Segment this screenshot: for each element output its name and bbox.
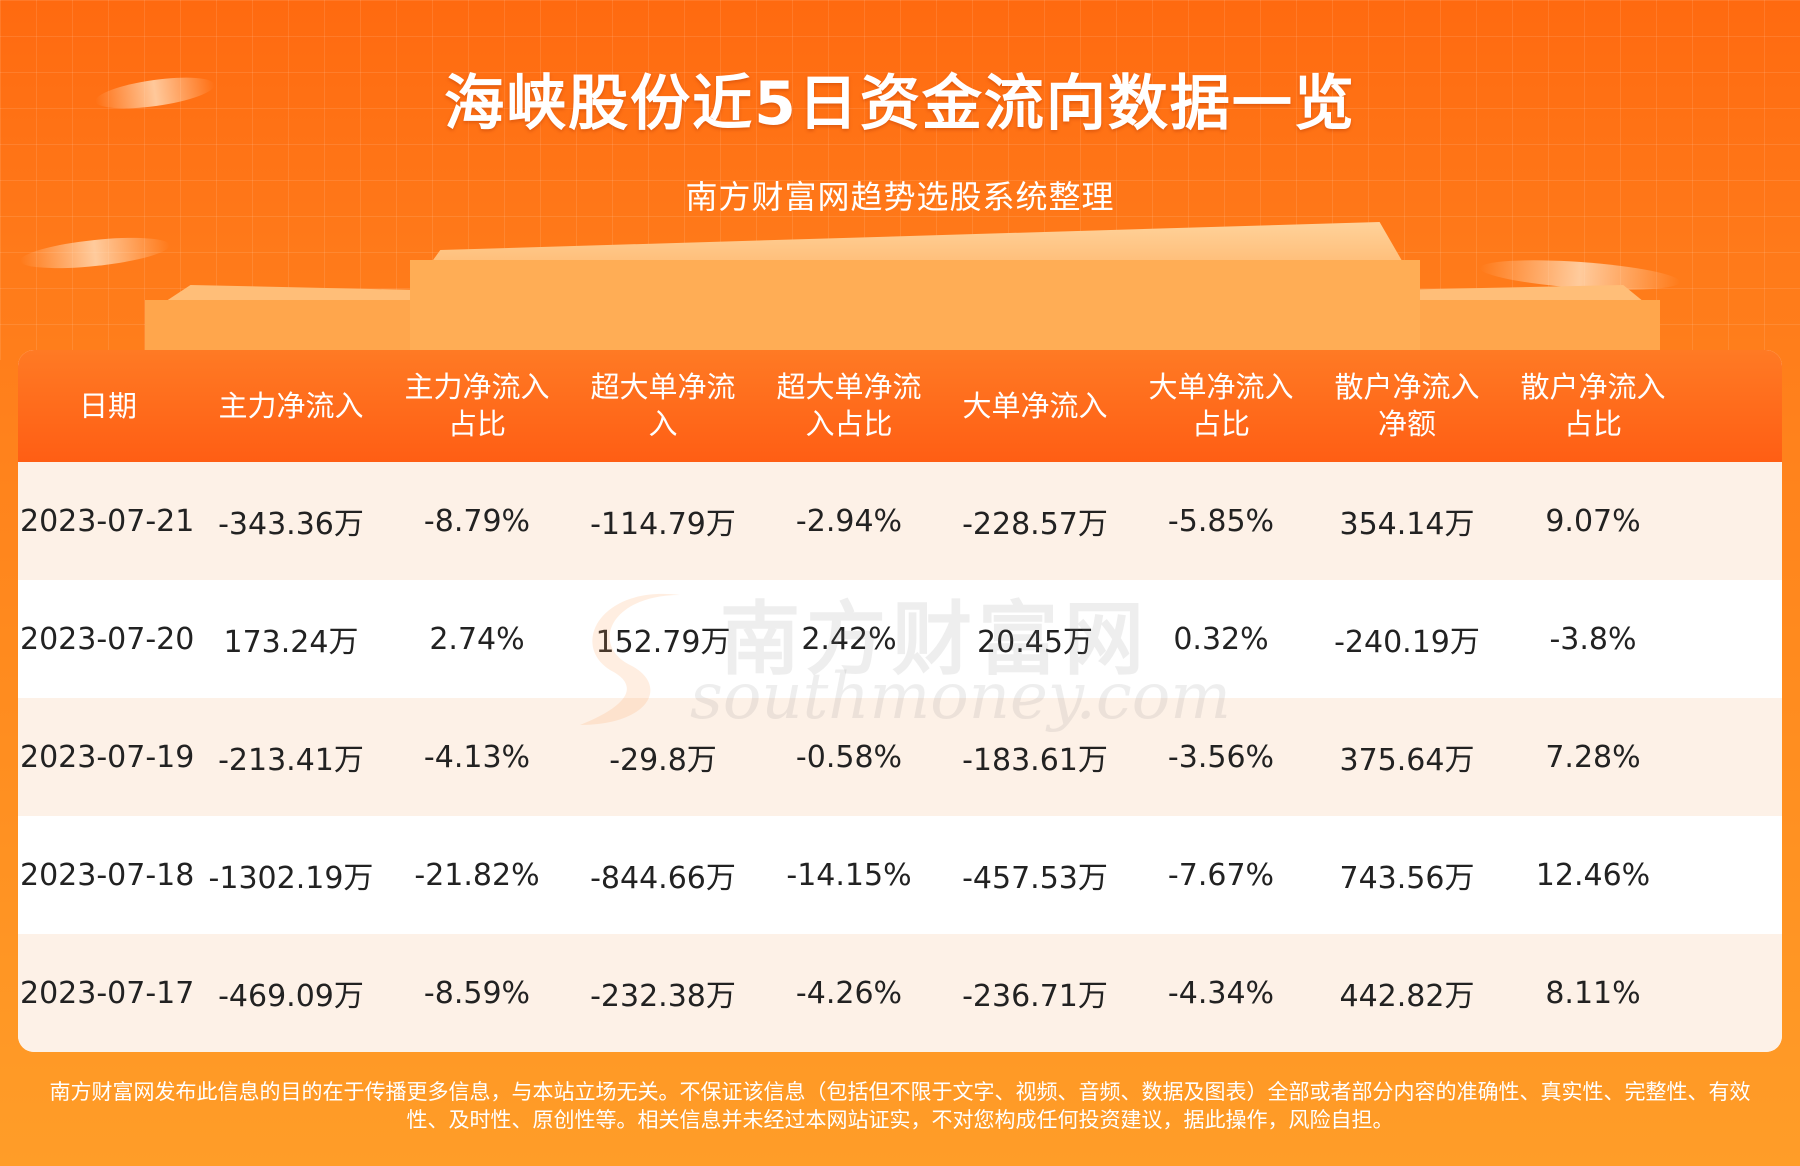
table-cell: -114.79万 (590, 507, 736, 542)
table-cell: 2.74% (429, 621, 525, 657)
table-cell: -457.53万 (962, 861, 1108, 896)
column-header: 散户净流入 占比 (1500, 350, 1686, 462)
table-cell: 8.11% (1545, 975, 1641, 1011)
table-cell: 20.45万 (977, 625, 1093, 660)
table-cell: 12.46% (1535, 857, 1651, 893)
table-row: 2023-07-20 173.24万 2.74% 152.79万 2.42% 20.45万… (18, 580, 1782, 698)
table-cell: -4.26% (795, 975, 903, 1011)
column-header: 主力净流入 占比 (384, 350, 570, 462)
table-cell: -1302.19万 (208, 861, 374, 896)
table-cell: -240.19万 (1334, 625, 1480, 660)
table-cell: 0.32% (1173, 621, 1269, 657)
table-cell: -4.34% (1167, 975, 1275, 1011)
column-header: 超大单净流 入占比 (756, 350, 942, 462)
table-panel: 日期 主力净流入 主力净流入 占比 超大单净流 入超大单净流 入占比 大单净流入 大单净流… (18, 350, 1782, 1052)
disclaimer-line: 性、及时性、原创性等。相关信息并未经过本网站证实，不对您构成任何投资建议，据此操… (406, 1108, 1394, 1132)
column-header: 大单净流入 (942, 350, 1128, 462)
table-row: 2023-07-18 -1302.19万 -21.82% -844.66万 -14.15… (18, 816, 1782, 934)
table-cell: 152.79万 (595, 625, 731, 660)
table-cell: -3.56% (1167, 739, 1275, 775)
date-cell: 2023-07-18 (20, 857, 195, 893)
disclaimer: 南方财富网发布此信息的目的在于传播更多信息，与本站立场无关。不保证该信息（包括但… (0, 1078, 1800, 1134)
table-cell: -7.67% (1167, 857, 1275, 893)
table-cell: 743.56万 (1339, 861, 1475, 896)
table-cell: 7.28% (1545, 739, 1641, 775)
table-row: 2023-07-21 -343.36万 -8.79% -114.79万 -2.94% -2… (18, 462, 1782, 580)
date-cell: 2023-07-19 (20, 739, 195, 775)
table-cell: -4.13% (423, 739, 531, 775)
column-header: 散户净流入 净额 (1314, 350, 1500, 462)
table-row: 2023-07-19 -213.41万 -4.13% -29.8万 -0.58% -183… (18, 698, 1782, 816)
table-cell: -232.38万 (590, 979, 736, 1014)
column-header-label: 大单净流入 占比 (1148, 370, 1294, 441)
table-cell: -8.59% (423, 975, 531, 1011)
column-header-label: 散户净流入 占比 (1520, 370, 1666, 441)
table-cell: -14.15% (786, 857, 912, 893)
column-header-label: 超大单净流 入占比 (776, 370, 922, 441)
column-header: 主力净流入 (198, 350, 384, 462)
table-cell: -21.82% (414, 857, 540, 893)
table-cell: -3.8% (1549, 621, 1637, 657)
table-cell: -29.8万 (609, 743, 717, 778)
table-cell: -8.79% (423, 503, 531, 539)
table-cell: -213.41万 (218, 743, 364, 778)
table-cell: -228.57万 (962, 507, 1108, 542)
date-cell: 2023-07-21 (20, 503, 195, 539)
disclaimer-line: 南方财富网发布此信息的目的在于传播更多信息，与本站立场无关。不保证该信息（包括但… (49, 1080, 1751, 1104)
table-cell: 442.82万 (1339, 979, 1475, 1014)
column-header: 超大单净流 入 (570, 350, 756, 462)
table-cell: 2.42% (801, 621, 897, 657)
column-header: 大单净流入 占比 (1128, 350, 1314, 462)
table-body: 2023-07-21 -343.36万 -8.79% -114.79万 -2.94% -2… (18, 462, 1782, 1052)
table-cell: 173.24万 (223, 625, 359, 660)
table-cell: -2.94% (795, 503, 903, 539)
table-header: 日期 主力净流入 主力净流入 占比 超大单净流 入超大单净流 入占比 大单净流入 大单净流… (18, 350, 1782, 462)
column-header-label: 主力净流入 (218, 388, 364, 423)
table-cell: -0.58% (795, 739, 903, 775)
date-cell: 2023-07-17 (20, 975, 195, 1011)
column-header-label: 日期 (78, 388, 137, 423)
page-title: 海峡股份近5日资金流向数据一览 (444, 69, 1356, 139)
table-cell: -236.71万 (962, 979, 1108, 1014)
table-cell: -5.85% (1167, 503, 1275, 539)
page-subtitle: 南方财富网趋势选股系统整理 (685, 178, 1115, 216)
table-cell: 375.64万 (1339, 743, 1475, 778)
table-cell: 354.14万 (1339, 507, 1475, 542)
column-header-label: 大单净流入 (962, 388, 1108, 423)
table-cell: -844.66万 (590, 861, 736, 896)
date-cell: 2023-07-20 (20, 621, 195, 657)
table-row: 2023-07-17 -469.09万 -8.59% -232.38万 -4.26% -2… (18, 934, 1782, 1052)
table-cell: -343.36万 (218, 507, 364, 542)
table-cell: -183.61万 (962, 743, 1108, 778)
table-cell: -469.09万 (218, 979, 364, 1014)
column-header: 日期 (18, 350, 198, 462)
column-header-label: 超大单净流 入 (590, 370, 736, 441)
table-cell: 9.07% (1545, 503, 1641, 539)
column-header-label: 主力净流入 占比 (404, 370, 550, 441)
decor-block (410, 260, 1420, 360)
column-header-label: 散户净流入 净额 (1334, 370, 1480, 441)
